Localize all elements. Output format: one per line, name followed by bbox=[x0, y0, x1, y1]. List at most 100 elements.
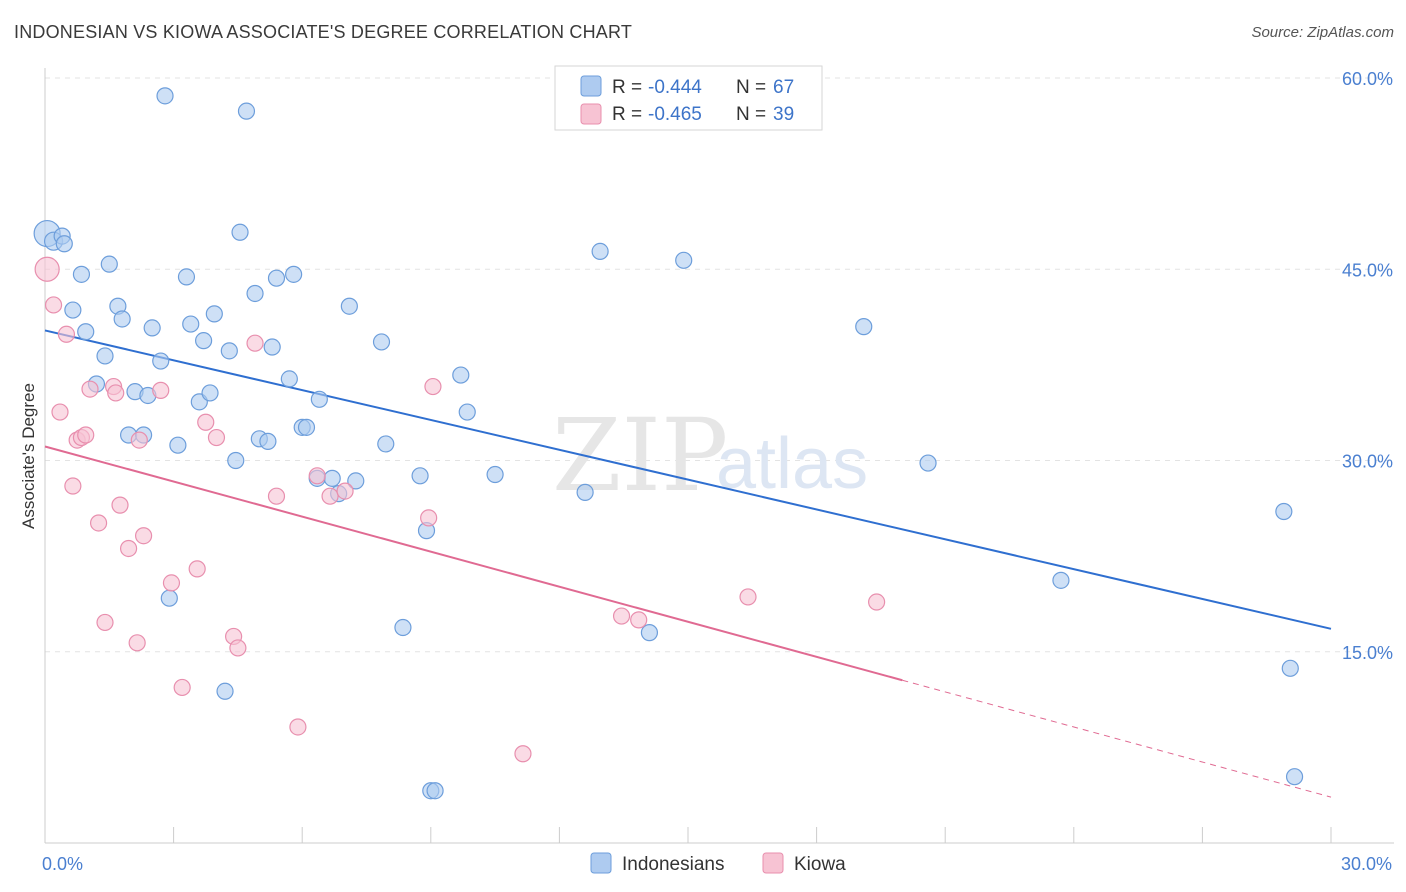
indonesian-point-19 bbox=[160, 589, 178, 607]
indonesian-point-4 bbox=[64, 301, 82, 319]
kiowa-point-1 bbox=[44, 296, 63, 314]
grid-lines bbox=[45, 77, 1394, 653]
kiowa-point-9 bbox=[89, 514, 108, 532]
kiowa-point-20 bbox=[173, 678, 191, 697]
bottom-legend-label-indonesians: Indonesians bbox=[622, 854, 724, 875]
x-tick-label-max: 30.0% bbox=[1341, 854, 1392, 874]
kiowa-point-17 bbox=[134, 527, 153, 545]
indonesian-point-11 bbox=[113, 310, 131, 328]
kiowa-point-22 bbox=[197, 413, 215, 431]
indonesian-point-9 bbox=[100, 255, 118, 273]
bottom-legend: Indonesians Kiowa bbox=[590, 852, 846, 875]
kiowa-point-37 bbox=[739, 588, 757, 606]
kiowa-point-32 bbox=[420, 509, 438, 527]
indonesian-point-53 bbox=[426, 782, 444, 800]
indonesian-point-38 bbox=[285, 265, 303, 283]
y-tick-labels: 15.0% 30.0% 45.0% 60.0% bbox=[1342, 69, 1393, 663]
indonesian-point-35 bbox=[263, 338, 281, 356]
indonesian-point-5 bbox=[72, 265, 91, 283]
indonesian-point-55 bbox=[458, 403, 476, 421]
indonesian-point-18 bbox=[156, 87, 174, 105]
source-label: Source: ZipAtlas.com bbox=[1251, 24, 1394, 41]
trend-lines bbox=[44, 329, 1332, 798]
indonesian-point-6 bbox=[77, 323, 95, 341]
kiowa-point-27 bbox=[267, 487, 286, 505]
indonesian-point-29 bbox=[227, 451, 245, 470]
indonesian-point-26 bbox=[205, 305, 223, 323]
indonesian-point-42 bbox=[310, 390, 328, 408]
legend-r-label-1: R = bbox=[612, 77, 642, 98]
indonesian-point-56 bbox=[486, 465, 504, 484]
indonesian-point-17 bbox=[152, 352, 170, 370]
indonesian-point-50 bbox=[411, 467, 429, 485]
kiowa-point-3 bbox=[57, 325, 76, 343]
indonesian-point-58 bbox=[591, 242, 609, 260]
watermark: ZIP atlas bbox=[552, 397, 868, 514]
indonesian-point-40 bbox=[297, 418, 316, 436]
indonesian-point-27 bbox=[216, 682, 234, 700]
legend-r-value-2: -0.465 bbox=[648, 104, 702, 125]
indonesian-point-48 bbox=[377, 435, 395, 453]
kiowa-point-25 bbox=[229, 639, 247, 657]
kiowa-point-23 bbox=[207, 428, 226, 447]
kiowa-point-19 bbox=[162, 574, 181, 592]
indonesian-point-65 bbox=[1281, 659, 1299, 677]
indonesian-point-3 bbox=[55, 235, 73, 253]
kiowa-point-18 bbox=[152, 381, 170, 399]
legend-r-value-1: -0.444 bbox=[648, 77, 702, 98]
indonesian-point-22 bbox=[182, 315, 200, 333]
indonesian-point-63 bbox=[1052, 571, 1070, 589]
y-axis-label: Associate's Degree bbox=[19, 383, 38, 529]
legend-n-label-1: N = bbox=[736, 77, 766, 98]
kiowa-point-15 bbox=[128, 634, 146, 652]
legend: R = -0.444 N = 67 R = -0.465 N = 39 bbox=[554, 65, 823, 131]
kiowa-point-36 bbox=[630, 611, 648, 629]
indonesian-point-25 bbox=[201, 384, 219, 402]
bottom-legend-swatch-kiowa bbox=[762, 852, 784, 874]
kiowa-point-10 bbox=[96, 613, 114, 632]
kiowa-point-12 bbox=[107, 384, 125, 402]
indonesian-point-57 bbox=[576, 483, 594, 501]
legend-swatch-indonesians bbox=[580, 75, 602, 97]
indonesian-point-8 bbox=[96, 347, 114, 365]
trend-line-1 bbox=[44, 445, 903, 682]
y-tick-label-0: 15.0% bbox=[1342, 643, 1393, 663]
axes bbox=[44, 68, 1394, 844]
y-tick-label-2: 45.0% bbox=[1342, 260, 1393, 280]
kiowa-point-26 bbox=[246, 334, 264, 352]
kiowa-point-0 bbox=[34, 256, 60, 282]
indonesian-point-20 bbox=[169, 436, 187, 454]
y-tick-label-3: 60.0% bbox=[1342, 69, 1393, 89]
indonesian-point-61 bbox=[855, 318, 873, 336]
kiowa-point-7 bbox=[77, 426, 95, 444]
indonesian-point-62 bbox=[919, 454, 937, 472]
kiowa-point-14 bbox=[119, 539, 138, 558]
legend-n-value-2: 39 bbox=[773, 104, 794, 125]
kiowa-point-35 bbox=[612, 607, 631, 625]
indonesian-point-49 bbox=[394, 618, 412, 637]
kiowa-point-13 bbox=[111, 496, 129, 514]
kiowa-point-29 bbox=[308, 467, 326, 485]
legend-r-label-2: R = bbox=[612, 104, 642, 125]
kiowa-point-21 bbox=[188, 560, 206, 578]
indonesian-point-21 bbox=[177, 268, 196, 286]
legend-n-value-1: 67 bbox=[773, 77, 794, 98]
indonesian-point-36 bbox=[267, 269, 286, 287]
indonesian-point-30 bbox=[231, 223, 249, 241]
kiowa-point-31 bbox=[336, 482, 354, 500]
kiowa-point-38 bbox=[868, 593, 886, 611]
indonesian-point-28 bbox=[220, 342, 238, 360]
indonesian-point-32 bbox=[246, 284, 264, 303]
kiowa-point-28 bbox=[289, 718, 307, 736]
kiowa-point-34 bbox=[514, 745, 532, 763]
trend-line-0 bbox=[44, 329, 1332, 630]
indonesian-point-64 bbox=[1275, 502, 1293, 521]
chart-title: INDONESIAN VS KIOWA ASSOCIATE'S DEGREE C… bbox=[14, 22, 633, 42]
legend-swatch-kiowa bbox=[580, 103, 602, 125]
kiowa-point-16 bbox=[130, 431, 148, 449]
data-points bbox=[33, 87, 1304, 800]
indonesian-point-16 bbox=[143, 319, 161, 337]
bottom-legend-label-kiowa: Kiowa bbox=[794, 854, 846, 875]
kiowa-point-2 bbox=[51, 403, 69, 421]
indonesian-point-45 bbox=[340, 297, 358, 315]
